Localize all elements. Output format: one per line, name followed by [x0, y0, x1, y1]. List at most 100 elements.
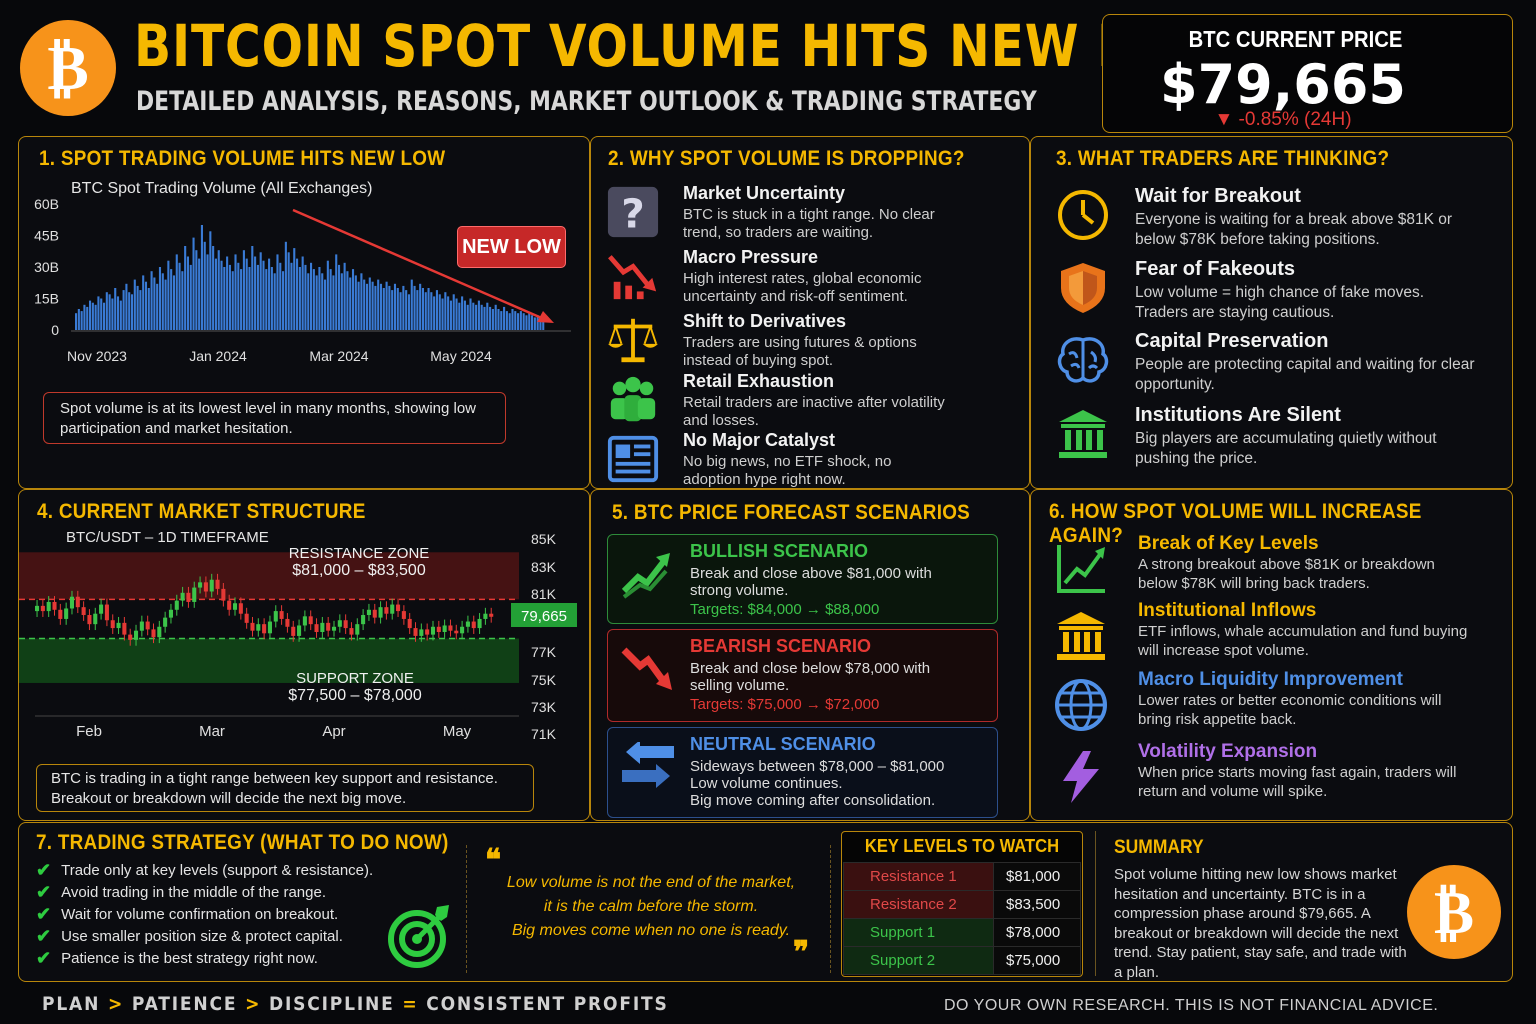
candle-body	[355, 624, 360, 635]
candle-body	[203, 582, 208, 592]
volume-bar	[100, 298, 103, 330]
candle-body	[349, 628, 354, 635]
neutral-arrows-icon	[620, 740, 676, 792]
volume-bar	[195, 250, 198, 330]
check-icon: ✔	[36, 903, 52, 924]
volume-bar	[365, 283, 369, 330]
support-zone-title: SUPPORT ZONE	[296, 670, 414, 687]
y-tick-label: 81K	[531, 586, 557, 602]
lightning-icon	[1053, 749, 1109, 805]
target-icon	[387, 903, 453, 969]
candle-body	[308, 616, 313, 625]
candle-body	[174, 600, 179, 610]
volume-bar	[212, 246, 215, 330]
volume-bar	[240, 269, 243, 330]
key-level-value: $83,500	[993, 890, 1081, 919]
s6-item-title: Break of Key Levels	[1138, 533, 1319, 554]
volume-bar	[340, 273, 343, 330]
strategy-item: ✔ Wait for volume confirmation on breakou…	[36, 903, 373, 925]
volume-bar	[508, 313, 511, 330]
volume-bar	[391, 290, 394, 330]
volume-bar	[153, 277, 156, 330]
candle-body	[384, 607, 389, 614]
candle-body	[52, 601, 57, 610]
check-icon: ✔	[36, 859, 52, 880]
candle-body	[192, 587, 197, 602]
key-level-name: Support 2	[843, 946, 994, 975]
volume-bar	[111, 298, 114, 330]
volume-bar	[452, 294, 455, 330]
candle-body	[163, 617, 168, 627]
volume-bar	[304, 264, 307, 330]
s3-item-title: Institutions Are Silent	[1135, 404, 1341, 426]
s2-item-desc: BTC is stuck in a tight range. No clear …	[683, 206, 935, 241]
candle-body	[425, 629, 430, 635]
resistance-zone-title: RESISTANCE ZONE	[288, 545, 430, 562]
candle-body	[326, 622, 331, 631]
volume-bar	[172, 275, 176, 330]
volume-bar	[231, 271, 234, 330]
panel-spot-volume: 1. SPOT TRADING VOLUME HITS NEW LOW BTC …	[18, 136, 590, 489]
volume-bar	[503, 306, 506, 330]
volume-bar	[449, 300, 452, 330]
volume-bar	[293, 248, 296, 330]
volume-bar	[438, 294, 441, 330]
quote-divider-left	[466, 845, 467, 973]
volume-bar	[486, 302, 489, 330]
question-icon: ?	[606, 185, 660, 239]
s3-item-desc: People are protecting capital and waitin…	[1135, 356, 1475, 393]
s3-item-title: Wait for Breakout	[1135, 185, 1301, 207]
volume-bar	[421, 288, 424, 330]
volume-bar	[539, 317, 542, 330]
candle-body	[198, 582, 203, 588]
s6-item-desc: A strong breakout above $81K or breakdow…	[1138, 556, 1435, 592]
candle-body	[250, 622, 255, 631]
volume-bar	[354, 275, 357, 330]
volume-bar	[251, 246, 254, 330]
volume-bar	[514, 311, 517, 330]
key-level-value: $81,000	[993, 862, 1081, 891]
panel-title: 6. HOW SPOT VOLUME WILL INCREASE AGAIN?	[1049, 500, 1422, 547]
s2-item-title: No Major Catalyst	[683, 430, 836, 450]
bullish-scenario-card: BULLISH SCENARIO Break and close above $…	[607, 534, 998, 624]
key-level-name: Support 1	[843, 918, 994, 947]
volume-bar	[323, 279, 327, 330]
panel-title: 1. SPOT TRADING VOLUME HITS NEW LOW	[39, 147, 446, 170]
disclaimer: DO YOUR OWN RESEARCH. THIS IS NOT FINANC…	[944, 997, 1439, 1014]
volume-bar	[77, 309, 80, 330]
volume-bar	[223, 267, 226, 330]
volume-bar	[337, 264, 341, 330]
bearish-title: BEARISH SCENARIO	[690, 636, 872, 656]
strategy-item-text: Trade only at key levels (support & resi…	[61, 861, 374, 879]
s2-item-title: Market Uncertainty	[683, 183, 846, 203]
support-zone-label: SUPPORT ZONE $77,500 – $78,000	[255, 670, 455, 705]
support-zone-range: $77,500 – $78,000	[288, 687, 422, 704]
x-tick-label: May 2024	[430, 348, 492, 364]
page-title: BITCOIN SPOT VOLUME HITS NEW LOW	[134, 12, 1225, 80]
volume-bar	[405, 290, 408, 330]
bank-icon	[1055, 406, 1111, 462]
current-price-tag-label: 79,665	[521, 608, 567, 625]
volume-bar	[357, 281, 360, 330]
candle-body	[256, 624, 261, 631]
x-tick-label: Nov 2023	[67, 348, 127, 364]
volume-bar	[156, 283, 159, 330]
volume-bar	[433, 296, 436, 330]
candle-body	[87, 615, 92, 625]
volume-bar	[262, 260, 265, 330]
panel-title: 5. BTC PRICE FORECAST SCENARIOS	[612, 501, 971, 524]
volume-bar	[466, 304, 469, 330]
volume-bar	[497, 309, 500, 330]
s6-item-desc: When price starts moving fast again, tra…	[1138, 764, 1457, 800]
volume-bar	[119, 300, 122, 330]
candle-body	[413, 628, 418, 636]
volume-bar	[377, 279, 380, 330]
volume-bar	[206, 254, 209, 330]
quote-line-3: Big moves come when no one is ready.	[511, 922, 791, 939]
candle-body	[471, 621, 476, 629]
neutral-title: NEUTRAL SCENARIO	[690, 734, 876, 754]
candle-body	[419, 629, 424, 636]
volume-bar	[139, 290, 142, 330]
candle-body	[378, 607, 383, 618]
candle-body	[436, 626, 441, 632]
